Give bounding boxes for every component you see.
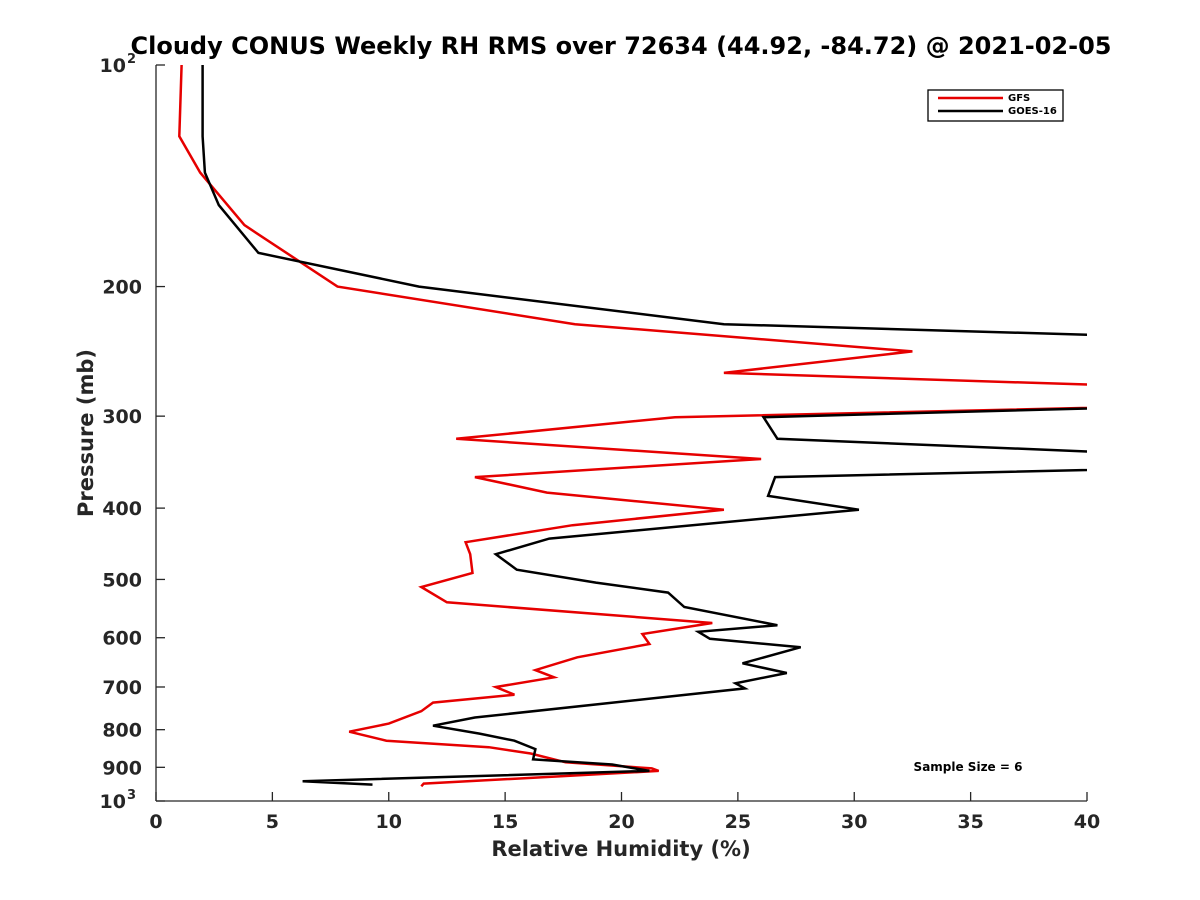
- y-tick-label: 500: [102, 569, 142, 591]
- y-tick-label: 10: [100, 55, 126, 77]
- y-tick-label: 700: [102, 677, 142, 699]
- y-tick-label: 400: [102, 498, 142, 520]
- x-tick-label: 20: [608, 811, 634, 833]
- x-tick-label: 10: [376, 811, 402, 833]
- x-tick-label: 0: [149, 811, 162, 833]
- y-tick-label: 300: [102, 406, 142, 428]
- series-line-goes16: [201, 65, 1087, 786]
- y-tick-label: 600: [102, 628, 142, 650]
- x-tick-label: 5: [266, 811, 279, 833]
- x-tick-label: 30: [841, 811, 867, 833]
- axis-layer: 0 5 10 15 20 25 30 35 40 200 300 400 500 600 700 800 900…: [100, 52, 1101, 833]
- y-tick-label: 900: [102, 757, 142, 779]
- x-tick-label: 40: [1074, 811, 1100, 833]
- legend: GFS GOES-16: [927, 89, 1064, 122]
- y-tick-exponent: 2: [127, 52, 136, 67]
- sample-size-annotation: Sample Size = 6: [914, 760, 1023, 774]
- legend-label-goes16: GOES-16: [1008, 106, 1057, 117]
- series-layer: [178, 65, 1087, 788]
- x-tick-label: 35: [957, 811, 983, 833]
- x-tick-label: 15: [492, 811, 518, 833]
- legend-box: [927, 89, 1064, 122]
- y-tick-label: 10: [100, 791, 126, 813]
- x-axis-label: Relative Humidity (%): [491, 837, 750, 861]
- series-line-gfs: [178, 65, 1087, 788]
- legend-label-gfs: GFS: [1008, 93, 1030, 104]
- chart-title: Cloudy CONUS Weekly RH RMS over 72634 (4…: [131, 32, 1112, 60]
- y-axis-label: Pressure (mb): [74, 349, 98, 517]
- y-tick-label: 800: [102, 720, 142, 742]
- y-tick-exponent: 3: [127, 788, 136, 803]
- y-tick-label: 200: [102, 277, 142, 299]
- x-tick-label: 25: [725, 811, 751, 833]
